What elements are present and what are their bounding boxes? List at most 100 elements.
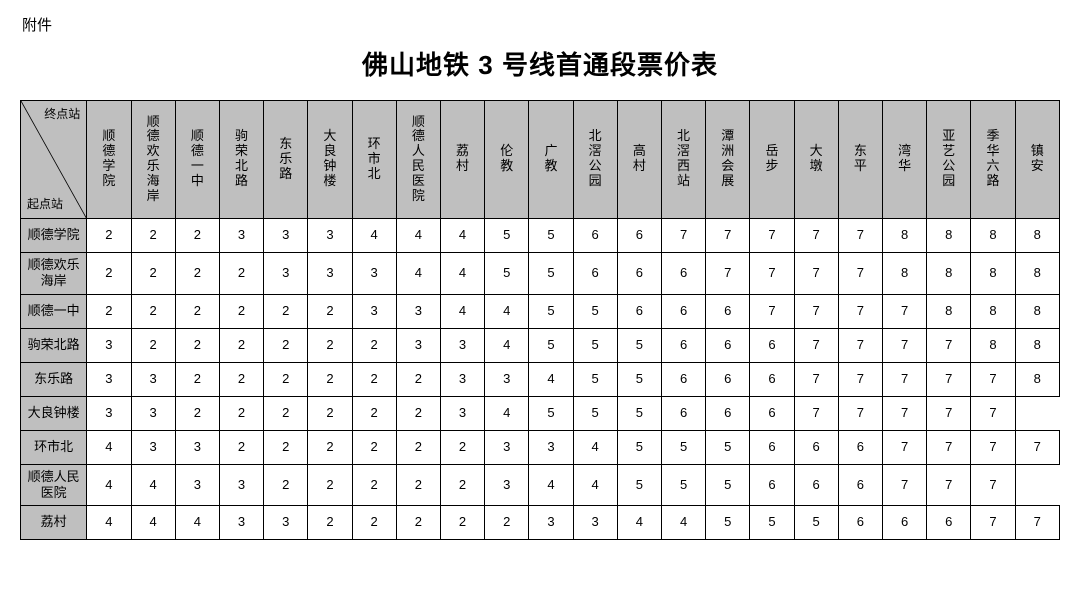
fare-cell: 6 bbox=[617, 219, 661, 253]
fare-cell: 7 bbox=[882, 328, 926, 362]
table-row: 荔村4443322222334455566677 bbox=[21, 506, 1060, 540]
fare-cell: 6 bbox=[661, 294, 705, 328]
fare-cell: 7 bbox=[838, 362, 882, 396]
col-label: 广教 bbox=[544, 144, 557, 174]
fare-cell: 2 bbox=[352, 396, 396, 430]
col-header: 高村 bbox=[617, 101, 661, 219]
fare-cell: 2 bbox=[396, 362, 440, 396]
fare-cell: 3 bbox=[87, 396, 131, 430]
col-label: 北滘西站 bbox=[677, 129, 690, 189]
table-row: 顺德人民医院443322222344555666777 bbox=[21, 464, 1060, 506]
col-label: 伦教 bbox=[500, 144, 513, 174]
fare-cell: 7 bbox=[706, 219, 750, 253]
row-header: 环市北 bbox=[21, 430, 87, 464]
fare-cell: 7 bbox=[838, 253, 882, 295]
fare-cell: 3 bbox=[131, 430, 175, 464]
fare-cell: 7 bbox=[882, 396, 926, 430]
fare-cell: 3 bbox=[529, 430, 573, 464]
fare-cell: 3 bbox=[440, 328, 484, 362]
attachment-label: 附件 bbox=[22, 14, 1060, 35]
fare-cell: 6 bbox=[750, 362, 794, 396]
fare-cell: 3 bbox=[485, 430, 529, 464]
fare-cell: 3 bbox=[175, 464, 219, 506]
fare-cell: 4 bbox=[529, 362, 573, 396]
fare-cell: 7 bbox=[927, 362, 971, 396]
table-row: 顺德学院2223334445566777778888 bbox=[21, 219, 1060, 253]
col-header: 北滘公园 bbox=[573, 101, 617, 219]
fare-cell: 5 bbox=[529, 294, 573, 328]
fare-cell: 2 bbox=[308, 506, 352, 540]
fare-cell: 3 bbox=[264, 253, 308, 295]
row-header: 顺德一中 bbox=[21, 294, 87, 328]
fare-cell: 3 bbox=[219, 219, 263, 253]
col-label: 高村 bbox=[633, 144, 646, 174]
col-header: 顺德一中 bbox=[175, 101, 219, 219]
fare-cell: 8 bbox=[1015, 294, 1059, 328]
fare-cell: 4 bbox=[485, 396, 529, 430]
fare-cell: 8 bbox=[971, 294, 1015, 328]
fare-cell: 6 bbox=[661, 253, 705, 295]
col-header: 驹荣北路 bbox=[219, 101, 263, 219]
fare-cell: 5 bbox=[573, 328, 617, 362]
fare-cell: 4 bbox=[175, 506, 219, 540]
col-label: 环市北 bbox=[368, 137, 381, 182]
fare-cell: 8 bbox=[927, 294, 971, 328]
fare-cell: 6 bbox=[661, 396, 705, 430]
fare-cell: 8 bbox=[882, 219, 926, 253]
col-header: 大墩 bbox=[794, 101, 838, 219]
fare-cell: 2 bbox=[131, 253, 175, 295]
fare-cell: 2 bbox=[308, 328, 352, 362]
fare-cell: 4 bbox=[440, 253, 484, 295]
fare-cell: 2 bbox=[175, 396, 219, 430]
col-header: 镇安 bbox=[1015, 101, 1059, 219]
fare-cell: 6 bbox=[750, 464, 794, 506]
fare-cell: 2 bbox=[308, 464, 352, 506]
fare-cell: 5 bbox=[794, 506, 838, 540]
row-header: 顺德学院 bbox=[21, 219, 87, 253]
fare-cell: 5 bbox=[706, 506, 750, 540]
fare-cell: 6 bbox=[750, 430, 794, 464]
fare-cell: 7 bbox=[794, 362, 838, 396]
col-label: 东平 bbox=[854, 144, 867, 174]
header-row: 终点站 起点站 顺德学院顺德欢乐海岸顺德一中驹荣北路东乐路大良钟楼环市北顺德人民… bbox=[21, 101, 1060, 219]
fare-cell: 5 bbox=[661, 430, 705, 464]
col-label: 北滘公园 bbox=[589, 129, 602, 189]
col-header: 荔村 bbox=[440, 101, 484, 219]
fare-cell: 2 bbox=[440, 464, 484, 506]
fare-cell: 2 bbox=[352, 328, 396, 362]
fare-cell: 2 bbox=[131, 294, 175, 328]
fare-cell: 8 bbox=[1015, 219, 1059, 253]
fare-cell: 7 bbox=[971, 464, 1015, 506]
fare-cell: 4 bbox=[440, 219, 484, 253]
fare-cell: 4 bbox=[485, 328, 529, 362]
fare-cell: 4 bbox=[529, 464, 573, 506]
col-label: 顺德欢乐海岸 bbox=[147, 115, 160, 205]
fare-cell: 5 bbox=[750, 506, 794, 540]
fare-cell: 2 bbox=[308, 362, 352, 396]
fare-cell: 6 bbox=[794, 430, 838, 464]
col-header: 东平 bbox=[838, 101, 882, 219]
fare-cell: 6 bbox=[661, 362, 705, 396]
fare-cell: 5 bbox=[529, 219, 573, 253]
fare-cell: 4 bbox=[396, 219, 440, 253]
fare-cell: 3 bbox=[264, 506, 308, 540]
row-header: 顺德欢乐海岸 bbox=[21, 253, 87, 295]
fare-cell: 2 bbox=[264, 328, 308, 362]
fare-cell: 5 bbox=[617, 464, 661, 506]
fare-cell: 4 bbox=[87, 464, 131, 506]
fare-cell: 6 bbox=[750, 396, 794, 430]
fare-cell: 3 bbox=[308, 253, 352, 295]
fare-cell: 2 bbox=[396, 396, 440, 430]
fare-cell: 4 bbox=[485, 294, 529, 328]
fare-cell: 2 bbox=[264, 362, 308, 396]
fare-cell: 2 bbox=[87, 219, 131, 253]
fare-cell: 4 bbox=[87, 430, 131, 464]
fare-cell: 3 bbox=[440, 396, 484, 430]
col-label: 荔村 bbox=[456, 144, 469, 174]
fare-cell: 3 bbox=[219, 506, 263, 540]
fare-cell: 3 bbox=[175, 430, 219, 464]
fare-cell: 5 bbox=[617, 328, 661, 362]
fare-cell: 7 bbox=[882, 362, 926, 396]
fare-cell: 7 bbox=[838, 294, 882, 328]
fare-cell: 3 bbox=[485, 362, 529, 396]
